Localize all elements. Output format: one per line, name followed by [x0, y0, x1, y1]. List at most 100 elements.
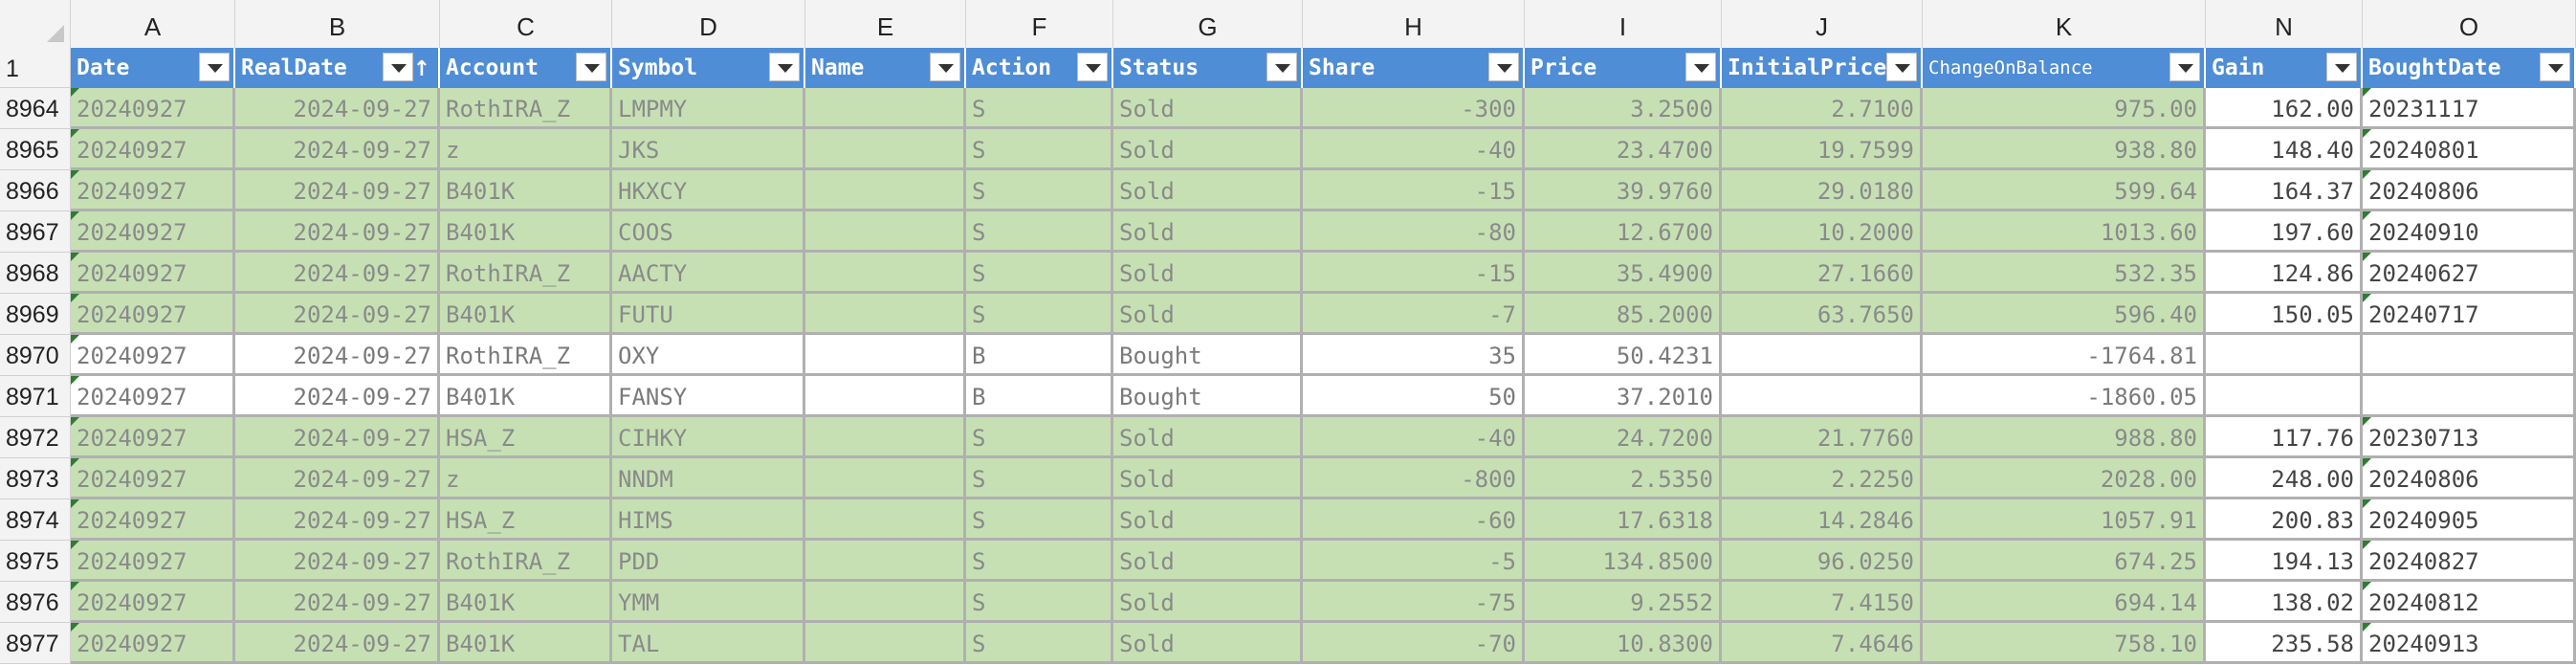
cell-change[interactable]: 975.00: [1923, 88, 2206, 129]
cell-date[interactable]: 20240927: [71, 417, 235, 458]
cell-symbol[interactable]: FUTU: [612, 294, 805, 335]
cell-share[interactable]: -40: [1303, 417, 1525, 458]
cell-gain[interactable]: 150.05: [2206, 294, 2363, 335]
cell-action[interactable]: S: [966, 88, 1113, 129]
cell-symbol[interactable]: AACTY: [612, 253, 805, 294]
cell-gain[interactable]: 148.40: [2206, 129, 2363, 170]
filter-dropdown-icon[interactable]: [1266, 53, 1297, 81]
cell-initial[interactable]: 21.7760: [1722, 417, 1923, 458]
cell-name[interactable]: [805, 417, 966, 458]
cell-bought[interactable]: 20240827: [2363, 541, 2576, 582]
row-number[interactable]: 8969: [0, 294, 71, 335]
column-header-h[interactable]: H: [1303, 0, 1525, 48]
row-number[interactable]: 8975: [0, 541, 71, 582]
cell-account[interactable]: z: [440, 129, 612, 170]
column-header-n[interactable]: N: [2206, 0, 2363, 48]
cell-change[interactable]: 532.35: [1923, 253, 2206, 294]
cell-change[interactable]: -1860.05: [1923, 376, 2206, 417]
row-number[interactable]: 8970: [0, 335, 71, 376]
cell-action[interactable]: S: [966, 582, 1113, 623]
cell-account[interactable]: RothIRA_Z: [440, 541, 612, 582]
cell-gain[interactable]: 162.00: [2206, 88, 2363, 129]
column-header-i[interactable]: I: [1525, 0, 1722, 48]
cell-price[interactable]: 12.6700: [1525, 211, 1722, 253]
cell-price[interactable]: 37.2010: [1525, 376, 1722, 417]
cell-account[interactable]: B401K: [440, 211, 612, 253]
cell-realdate[interactable]: 2024-09-27: [235, 376, 440, 417]
cell-change[interactable]: 938.80: [1923, 129, 2206, 170]
cell-bought[interactable]: [2363, 376, 2576, 417]
header-boughtdate[interactable]: BoughtDate: [2363, 48, 2576, 88]
column-header-b[interactable]: B: [235, 0, 440, 48]
cell-share[interactable]: -15: [1303, 170, 1525, 211]
cell-account[interactable]: B401K: [440, 623, 612, 664]
cell-gain[interactable]: [2206, 335, 2363, 376]
cell-action[interactable]: S: [966, 170, 1113, 211]
cell-realdate[interactable]: 2024-09-27: [235, 294, 440, 335]
cell-account[interactable]: z: [440, 458, 612, 499]
cell-initial[interactable]: 2.7100: [1722, 88, 1923, 129]
row-number[interactable]: 8972: [0, 417, 71, 458]
row-number[interactable]: 8973: [0, 458, 71, 499]
column-header-d[interactable]: D: [612, 0, 805, 48]
cell-realdate[interactable]: 2024-09-27: [235, 541, 440, 582]
column-header-c[interactable]: C: [440, 0, 612, 48]
cell-change[interactable]: 988.80: [1923, 417, 2206, 458]
cell-account[interactable]: RothIRA_Z: [440, 88, 612, 129]
header-share[interactable]: Share: [1303, 48, 1525, 88]
filter-dropdown-icon[interactable]: [930, 53, 960, 81]
cell-date[interactable]: 20240927: [71, 294, 235, 335]
header-price[interactable]: Price: [1525, 48, 1722, 88]
cell-action[interactable]: S: [966, 541, 1113, 582]
row-number-1[interactable]: 1: [0, 48, 71, 88]
cell-account[interactable]: B401K: [440, 582, 612, 623]
cell-price[interactable]: 17.6318: [1525, 499, 1722, 541]
cell-name[interactable]: [805, 458, 966, 499]
row-number[interactable]: 8965: [0, 129, 71, 170]
cell-action[interactable]: B: [966, 335, 1113, 376]
cell-date[interactable]: 20240927: [71, 582, 235, 623]
filter-dropdown-icon[interactable]: [769, 53, 800, 81]
cell-account[interactable]: B401K: [440, 170, 612, 211]
column-header-e[interactable]: E: [805, 0, 966, 48]
cell-gain[interactable]: 194.13: [2206, 541, 2363, 582]
cell-realdate[interactable]: 2024-09-27: [235, 211, 440, 253]
cell-symbol[interactable]: LMPMY: [612, 88, 805, 129]
cell-gain[interactable]: 117.76: [2206, 417, 2363, 458]
cell-symbol[interactable]: COOS: [612, 211, 805, 253]
cell-share[interactable]: -40: [1303, 129, 1525, 170]
header-changeonbalance[interactable]: ChangeOnBalance: [1923, 48, 2206, 88]
cell-date[interactable]: 20240927: [71, 458, 235, 499]
header-realdate[interactable]: RealDate ↑: [235, 48, 440, 88]
cell-name[interactable]: [805, 129, 966, 170]
cell-status[interactable]: Sold: [1113, 582, 1303, 623]
cell-share[interactable]: -800: [1303, 458, 1525, 499]
cell-price[interactable]: 3.2500: [1525, 88, 1722, 129]
cell-symbol[interactable]: OXY: [612, 335, 805, 376]
cell-status[interactable]: Sold: [1113, 499, 1303, 541]
cell-initial[interactable]: 63.7650: [1722, 294, 1923, 335]
cell-change[interactable]: 674.25: [1923, 541, 2206, 582]
cell-initial[interactable]: 29.0180: [1722, 170, 1923, 211]
cell-realdate[interactable]: 2024-09-27: [235, 499, 440, 541]
cell-change[interactable]: 2028.00: [1923, 458, 2206, 499]
row-number[interactable]: 8968: [0, 253, 71, 294]
cell-price[interactable]: 2.5350: [1525, 458, 1722, 499]
cell-account[interactable]: HSA_Z: [440, 417, 612, 458]
column-header-k[interactable]: K: [1923, 0, 2206, 48]
filter-dropdown-icon[interactable]: [1077, 53, 1108, 81]
cell-share[interactable]: -5: [1303, 541, 1525, 582]
header-status[interactable]: Status: [1113, 48, 1303, 88]
cell-symbol[interactable]: CIHKY: [612, 417, 805, 458]
cell-bought[interactable]: 20230713: [2363, 417, 2576, 458]
cell-name[interactable]: [805, 499, 966, 541]
cell-date[interactable]: 20240927: [71, 376, 235, 417]
cell-date[interactable]: 20240927: [71, 253, 235, 294]
header-date[interactable]: Date: [71, 48, 235, 88]
cell-initial[interactable]: [1722, 376, 1923, 417]
cell-action[interactable]: S: [966, 294, 1113, 335]
cell-initial[interactable]: 2.2250: [1722, 458, 1923, 499]
column-header-f[interactable]: F: [966, 0, 1113, 48]
cell-symbol[interactable]: NNDM: [612, 458, 805, 499]
cell-gain[interactable]: 124.86: [2206, 253, 2363, 294]
